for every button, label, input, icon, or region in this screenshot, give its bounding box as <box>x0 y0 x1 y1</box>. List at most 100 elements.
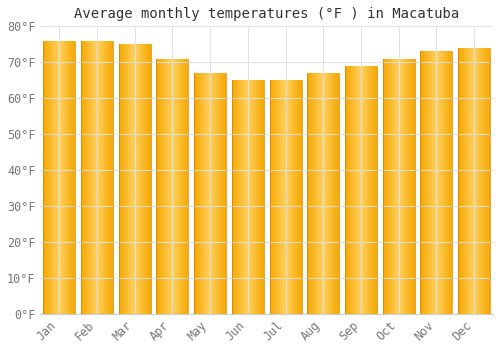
Title: Average monthly temperatures (°F ) in Macatuba: Average monthly temperatures (°F ) in Ma… <box>74 7 460 21</box>
Bar <box>442 51 443 314</box>
Bar <box>382 59 384 314</box>
Bar <box>160 59 161 314</box>
Bar <box>484 48 486 314</box>
Bar <box>85 41 86 314</box>
Bar <box>185 59 186 314</box>
Bar <box>212 73 214 314</box>
Bar <box>166 59 168 314</box>
Bar <box>431 51 432 314</box>
Bar <box>121 44 122 314</box>
Bar <box>82 41 84 314</box>
Bar <box>110 41 112 314</box>
Bar <box>263 80 264 314</box>
Bar <box>468 48 469 314</box>
Bar <box>406 59 407 314</box>
Bar <box>369 66 370 314</box>
Bar <box>168 59 169 314</box>
Bar <box>283 80 284 314</box>
Bar <box>157 59 158 314</box>
Bar <box>58 41 59 314</box>
Bar <box>138 44 140 314</box>
Bar <box>140 44 141 314</box>
Bar <box>309 73 310 314</box>
Bar <box>320 73 321 314</box>
Bar <box>436 51 438 314</box>
Bar <box>64 41 65 314</box>
Bar <box>426 51 427 314</box>
Bar <box>130 44 132 314</box>
Bar <box>460 48 462 314</box>
Bar <box>299 80 300 314</box>
Bar <box>348 66 349 314</box>
Bar <box>175 59 176 314</box>
Bar <box>183 59 184 314</box>
Bar <box>388 59 389 314</box>
Bar <box>236 80 238 314</box>
Bar <box>398 59 400 314</box>
Bar <box>137 44 138 314</box>
Bar <box>286 80 287 314</box>
Bar <box>295 80 296 314</box>
Bar <box>204 73 206 314</box>
Bar <box>65 41 66 314</box>
Bar <box>182 59 183 314</box>
Bar <box>384 59 385 314</box>
Bar <box>93 41 94 314</box>
Bar <box>101 41 102 314</box>
Bar <box>287 80 288 314</box>
Bar <box>275 80 276 314</box>
Bar <box>259 80 260 314</box>
Bar <box>174 59 175 314</box>
Bar <box>254 80 255 314</box>
Bar <box>373 66 374 314</box>
Bar <box>248 80 250 314</box>
Bar <box>43 41 44 314</box>
Bar <box>400 59 401 314</box>
Bar <box>171 59 172 314</box>
Bar <box>51 41 52 314</box>
Bar <box>247 80 248 314</box>
Bar <box>471 48 472 314</box>
Bar <box>475 48 476 314</box>
Bar <box>322 73 324 314</box>
Bar <box>258 80 259 314</box>
Bar <box>84 41 85 314</box>
Bar <box>222 73 223 314</box>
Bar <box>284 80 286 314</box>
Bar <box>470 48 471 314</box>
Bar <box>165 59 166 314</box>
Bar <box>88 41 89 314</box>
Bar <box>145 44 146 314</box>
Bar <box>282 80 283 314</box>
Bar <box>328 73 329 314</box>
Bar <box>296 80 297 314</box>
Bar <box>397 59 398 314</box>
Bar <box>345 66 346 314</box>
Bar <box>279 80 280 314</box>
Bar <box>332 73 333 314</box>
Bar <box>372 66 373 314</box>
Bar <box>141 44 142 314</box>
Bar <box>274 80 275 314</box>
Bar <box>298 80 299 314</box>
Bar <box>252 80 254 314</box>
Bar <box>164 59 165 314</box>
Bar <box>444 51 446 314</box>
Bar <box>368 66 369 314</box>
Bar <box>462 48 463 314</box>
Bar <box>326 73 328 314</box>
Bar <box>63 41 64 314</box>
Bar <box>162 59 164 314</box>
Bar <box>179 59 180 314</box>
Bar <box>310 73 311 314</box>
Bar <box>276 80 278 314</box>
Bar <box>448 51 450 314</box>
Bar <box>195 73 196 314</box>
Bar <box>124 44 125 314</box>
Bar <box>146 44 148 314</box>
Bar <box>411 59 412 314</box>
Bar <box>270 80 271 314</box>
Bar <box>216 73 218 314</box>
Bar <box>198 73 199 314</box>
Bar <box>67 41 68 314</box>
